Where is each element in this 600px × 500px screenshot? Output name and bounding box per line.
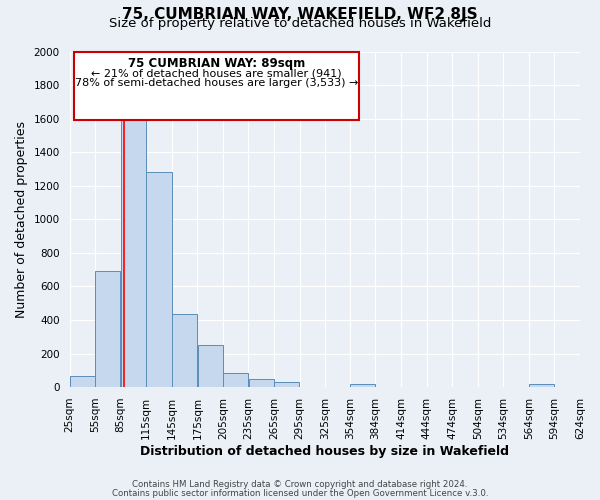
Bar	[529, 384, 554, 387]
Bar	[95, 272, 121, 387]
Text: Contains public sector information licensed under the Open Government Licence v.: Contains public sector information licen…	[112, 488, 488, 498]
Bar	[274, 382, 299, 387]
Bar	[249, 378, 274, 387]
Bar	[172, 314, 197, 387]
Text: 78% of semi-detached houses are larger (3,533) →: 78% of semi-detached houses are larger (…	[75, 78, 358, 88]
Bar	[197, 345, 223, 387]
X-axis label: Distribution of detached houses by size in Wakefield: Distribution of detached houses by size …	[140, 444, 509, 458]
Bar	[350, 384, 375, 387]
Y-axis label: Number of detached properties: Number of detached properties	[15, 121, 28, 318]
Text: Size of property relative to detached houses in Wakefield: Size of property relative to detached ho…	[109, 18, 491, 30]
Text: 75 CUMBRIAN WAY: 89sqm: 75 CUMBRIAN WAY: 89sqm	[128, 56, 305, 70]
Text: 75, CUMBRIAN WAY, WAKEFIELD, WF2 8JS: 75, CUMBRIAN WAY, WAKEFIELD, WF2 8JS	[122, 8, 478, 22]
Bar	[70, 376, 95, 387]
Text: ← 21% of detached houses are smaller (941): ← 21% of detached houses are smaller (94…	[91, 68, 342, 78]
Bar	[146, 172, 172, 387]
FancyBboxPatch shape	[74, 52, 359, 120]
Text: Contains HM Land Registry data © Crown copyright and database right 2024.: Contains HM Land Registry data © Crown c…	[132, 480, 468, 489]
Bar	[223, 373, 248, 387]
Bar	[121, 114, 146, 387]
